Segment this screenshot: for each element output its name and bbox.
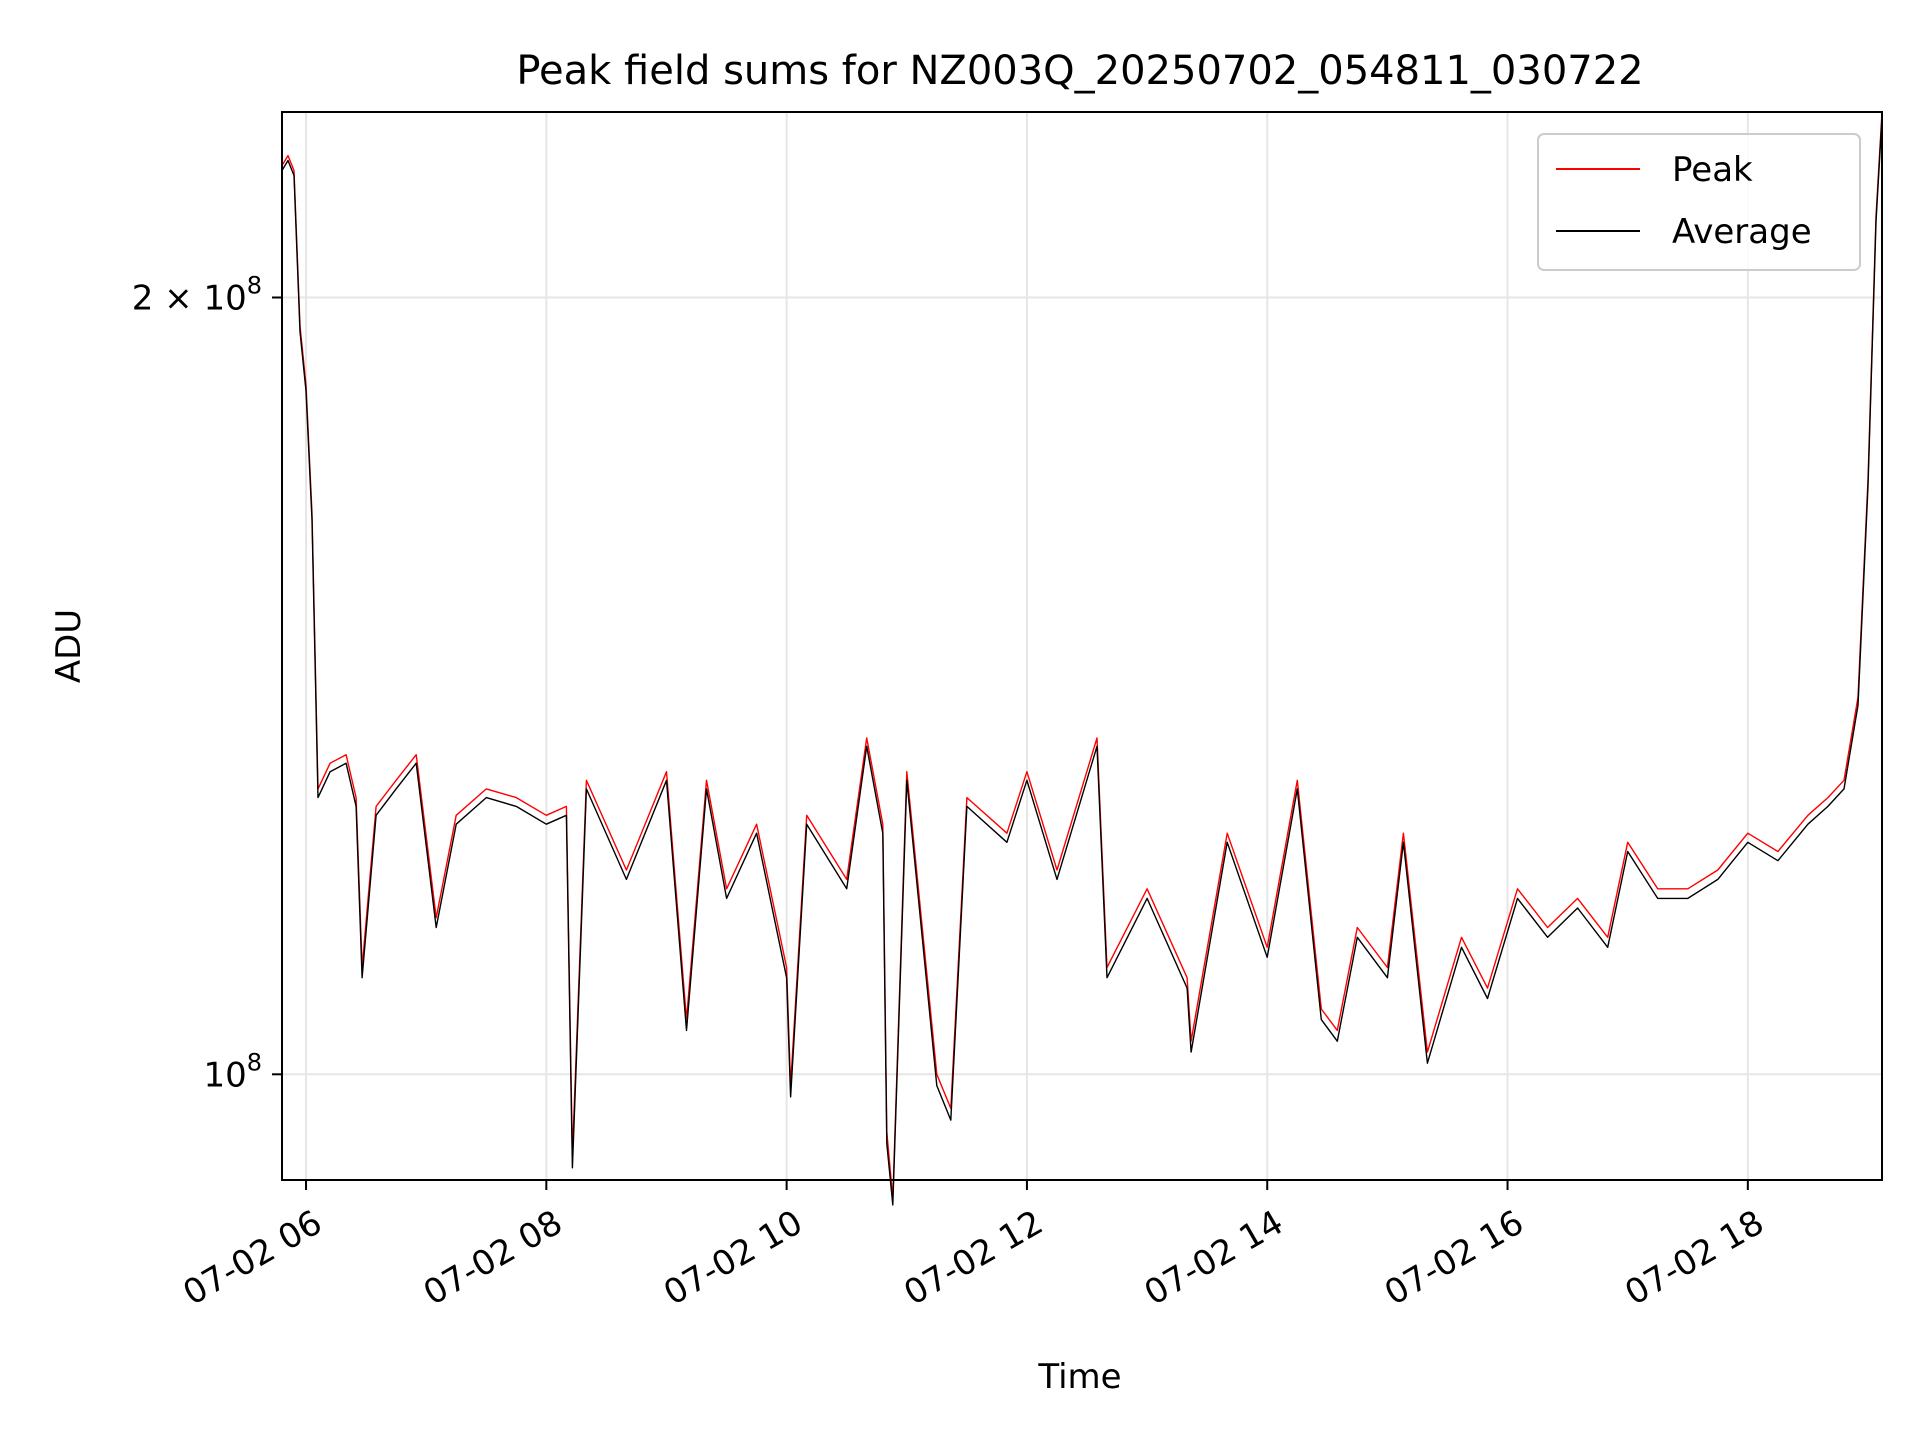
legend-label-peak: Peak — [1672, 150, 1753, 190]
grid-lines — [282, 112, 1882, 1180]
series-line-peak — [281, 111, 1883, 1200]
y-tick-label: 108 — [203, 1048, 262, 1095]
legend: Peak Average — [1537, 133, 1861, 271]
x-axis-label: Time — [1037, 1357, 1121, 1397]
series-layer — [281, 111, 1883, 1206]
chart-title: Peak field sums for NZ003Q_20250702_0548… — [516, 48, 1643, 94]
legend-label-average: Average — [1672, 212, 1812, 252]
y-axis-ticks: 108 2 × 108 — [132, 271, 282, 1095]
y-tick-label: 2 × 108 — [132, 271, 262, 318]
plot-frame — [281, 111, 1883, 1181]
y-axis-label: ADU — [49, 609, 89, 683]
series-line-average — [281, 116, 1883, 1206]
